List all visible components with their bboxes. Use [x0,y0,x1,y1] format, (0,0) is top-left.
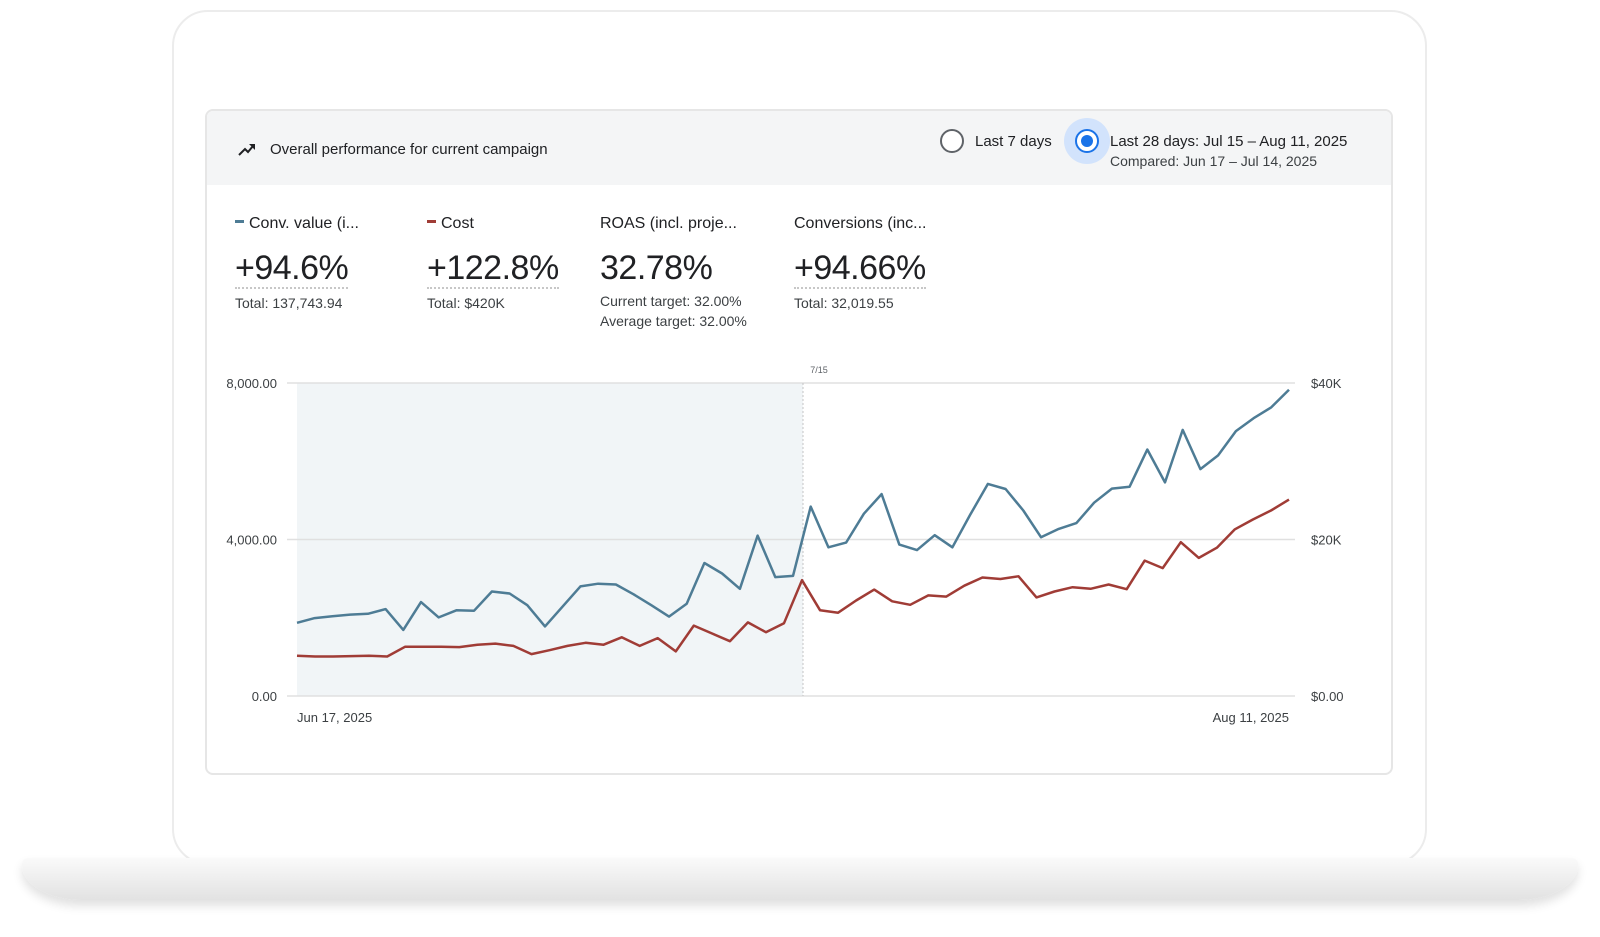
metric-current-target: Current target: 32.00% [600,293,742,309]
metric-total: Total: 137,743.94 [235,295,343,311]
metric-cost[interactable]: Cost +122.8% Total: $420K [427,215,559,313]
radio-label-last-7-days[interactable]: Last 7 days [975,133,1052,150]
metric-total: Total: 32,019.55 [794,295,894,311]
card-title: Overall performance for current campaign [270,141,548,158]
performance-line-chart: 0.00 $0.00 4,000.00 $20K 8,000.00 $40K 7/15 Jun… [226,365,1344,725]
metric-label: Conversions (inc... [794,215,927,232]
metric-conversions[interactable]: Conversions (inc... +94.66% Total: 32,01… [794,215,927,313]
metric-total: Total: $420K [427,295,505,311]
legend-swatch-conv-value [235,220,244,224]
metric-value: +94.66% [794,249,926,289]
y-right-tick-label: $20K [1311,533,1342,548]
metric-label: Conv. value (i... [249,215,359,232]
y-left-tick-label: 8,000.00 [226,376,277,391]
laptop-base [22,858,1578,900]
legend-swatch-cost [427,220,436,224]
metric-value: 32.78% [600,249,713,287]
performance-card: Overall performance for current campaign… [205,109,1393,775]
x-tick-label: Aug 11, 2025 [1213,710,1289,725]
radio-last-28-days[interactable] [1075,129,1099,153]
comparison-range: Compared: Jun 17 – Jul 14, 2025 [1110,153,1318,169]
x-tick-label: Jun 17, 2025 [297,710,372,725]
y-left-tick-label: 0.00 [252,689,277,704]
y-right-tick-label: $0.00 [1311,689,1344,704]
metric-roas[interactable]: ROAS (incl. proje... 32.78% Current targ… [600,215,747,331]
trending-up-icon [238,144,255,156]
card-header: Overall performance for current campaign… [207,111,1391,185]
metric-label: Cost [441,215,474,232]
metric-label: ROAS (incl. proje... [600,215,737,232]
metric-value: +122.8% [427,249,559,289]
radio-focus-ring [1064,118,1110,164]
metric-average-target: Average target: 32.00% [600,313,747,329]
cost-series-line [296,498,1290,658]
y-left-tick-label: 4,000.00 [226,533,277,548]
period-marker-label: 7/15 [810,365,828,375]
metric-conv-value[interactable]: Conv. value (i... +94.6% Total: 137,743.… [235,215,359,313]
radio-label-last-28-days[interactable]: Last 28 days: Jul 15 – Aug 11, 2025 [1110,133,1348,150]
metric-value: +94.6% [235,249,349,289]
conv-value-series-line [296,388,1290,632]
y-right-tick-label: $40K [1311,376,1342,391]
radio-last-7-days[interactable] [940,129,964,153]
